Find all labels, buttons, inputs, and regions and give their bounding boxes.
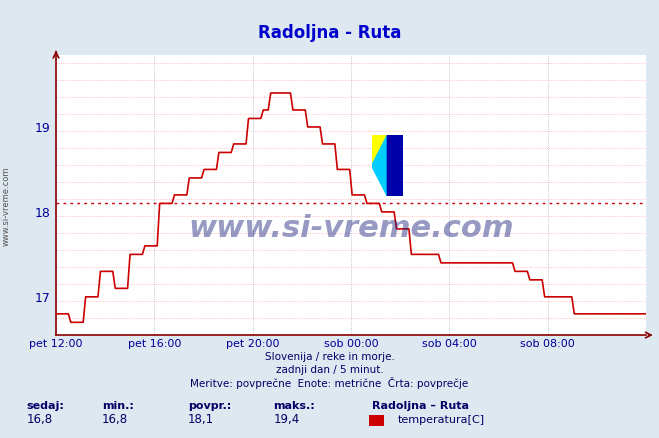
Text: povpr.:: povpr.: [188,402,231,411]
Text: Radoljna – Ruta: Radoljna – Ruta [372,402,469,411]
Polygon shape [387,135,403,196]
Text: 16,8: 16,8 [26,413,53,426]
Text: 16,8: 16,8 [102,413,129,426]
Text: sedaj:: sedaj: [26,402,64,411]
Text: 19,4: 19,4 [273,413,300,426]
Text: www.si-vreme.com: www.si-vreme.com [188,214,514,243]
Text: min.:: min.: [102,402,134,411]
Text: Radoljna - Ruta: Radoljna - Ruta [258,24,401,42]
Text: Meritve: povprečne  Enote: metrične  Črta: povprečje: Meritve: povprečne Enote: metrične Črta:… [190,377,469,389]
Polygon shape [387,135,403,196]
Text: zadnji dan / 5 minut.: zadnji dan / 5 minut. [275,365,384,375]
Text: maks.:: maks.: [273,402,315,411]
Text: 18,1: 18,1 [188,413,214,426]
Polygon shape [372,135,387,166]
Polygon shape [372,135,387,196]
Text: Slovenija / reke in morje.: Slovenija / reke in morje. [264,352,395,362]
Text: www.si-vreme.com: www.si-vreme.com [2,166,11,246]
Text: temperatura[C]: temperatura[C] [397,416,484,425]
